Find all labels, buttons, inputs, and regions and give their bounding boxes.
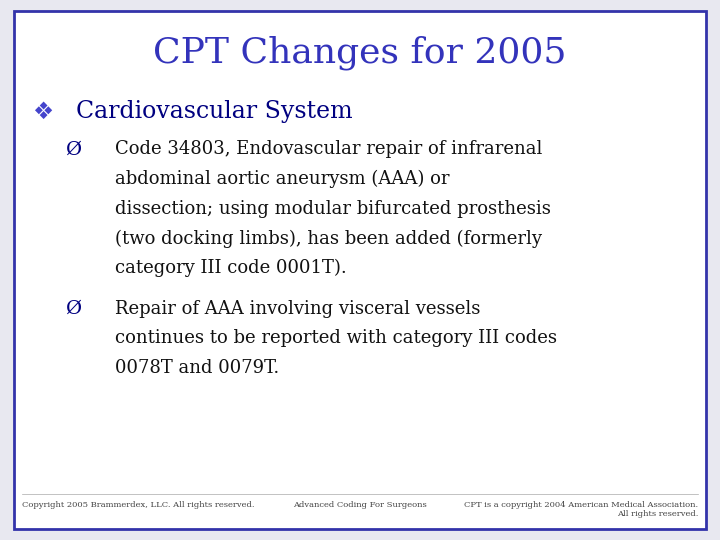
Text: category III code 0001T).: category III code 0001T). [115, 259, 347, 278]
Text: Ø: Ø [65, 140, 81, 158]
Text: (two docking limbs), has been added (formerly: (two docking limbs), has been added (for… [115, 230, 542, 248]
Text: dissection; using modular bifurcated prosthesis: dissection; using modular bifurcated pro… [115, 200, 551, 218]
Text: Code 34803, Endovascular repair of infrarenal: Code 34803, Endovascular repair of infra… [115, 140, 543, 158]
Text: CPT Changes for 2005: CPT Changes for 2005 [153, 35, 567, 70]
Text: ❖: ❖ [32, 100, 53, 124]
Text: Cardiovascular System: Cardiovascular System [76, 100, 352, 123]
Text: 0078T and 0079T.: 0078T and 0079T. [115, 359, 279, 377]
Text: Repair of AAA involving visceral vessels: Repair of AAA involving visceral vessels [115, 300, 480, 318]
Text: Ø: Ø [65, 300, 81, 318]
Text: Advanced Coding For Surgeons: Advanced Coding For Surgeons [293, 501, 427, 509]
Text: abdominal aortic aneurysm (AAA) or: abdominal aortic aneurysm (AAA) or [115, 170, 450, 188]
Text: Copyright 2005 Brammerdex, LLC. All rights reserved.: Copyright 2005 Brammerdex, LLC. All righ… [22, 501, 254, 509]
Text: CPT is a copyright 2004 American Medical Association.
All rights reserved.: CPT is a copyright 2004 American Medical… [464, 501, 698, 518]
Text: continues to be reported with category III codes: continues to be reported with category I… [115, 329, 557, 347]
